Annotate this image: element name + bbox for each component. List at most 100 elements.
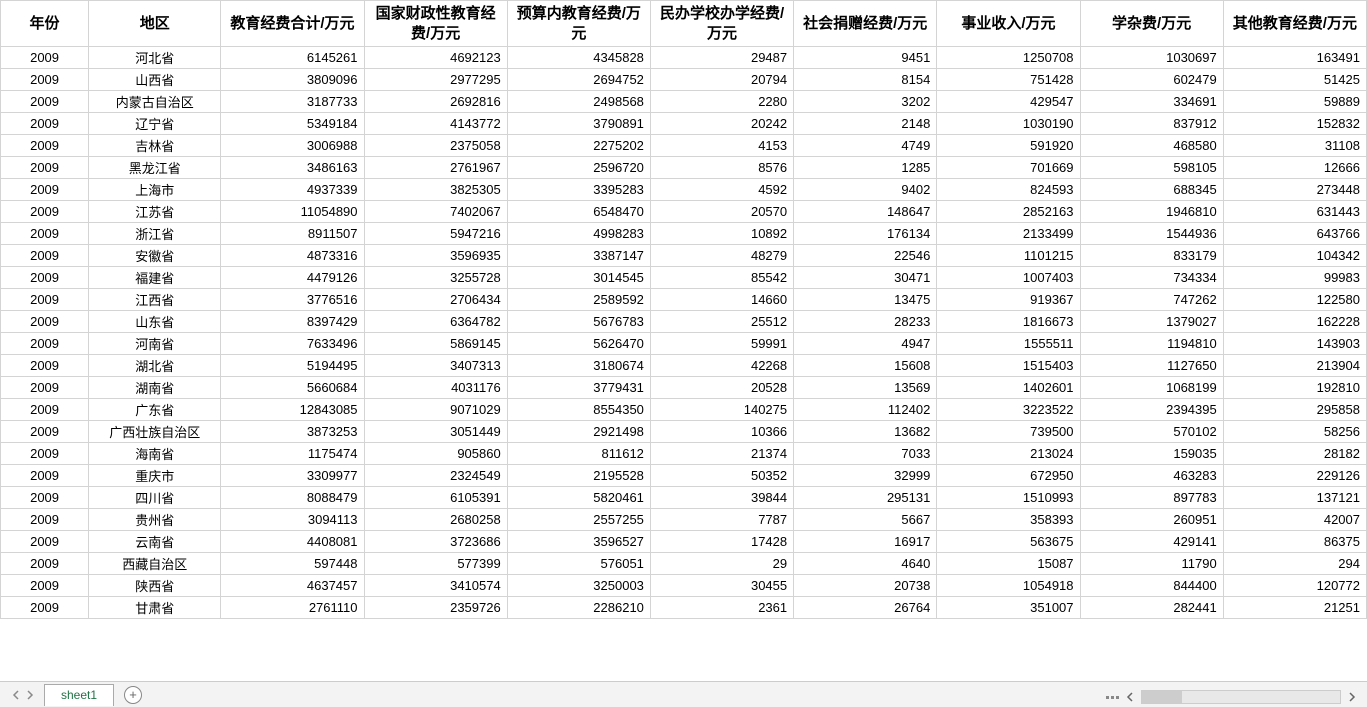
table-cell[interactable]: 4637457 (221, 575, 364, 597)
table-cell[interactable]: 黑龙江省 (89, 157, 221, 179)
table-cell[interactable]: 2009 (1, 179, 89, 201)
table-cell[interactable]: 2498568 (507, 91, 650, 113)
table-cell[interactable]: 20528 (650, 377, 793, 399)
sheet-nav-next-icon[interactable] (24, 689, 36, 701)
table-cell[interactable]: 河北省 (89, 47, 221, 69)
table-cell[interactable]: 3790891 (507, 113, 650, 135)
table-cell[interactable]: 13682 (794, 421, 937, 443)
table-cell[interactable]: 3187733 (221, 91, 364, 113)
table-cell[interactable]: 2852163 (937, 201, 1080, 223)
table-cell[interactable]: 海南省 (89, 443, 221, 465)
table-cell[interactable]: 51425 (1223, 69, 1366, 91)
table-cell[interactable]: 602479 (1080, 69, 1223, 91)
table-cell[interactable]: 4143772 (364, 113, 507, 135)
table-cell[interactable]: 120772 (1223, 575, 1366, 597)
table-cell[interactable]: 4873316 (221, 245, 364, 267)
table-cell[interactable]: 463283 (1080, 465, 1223, 487)
table-cell[interactable]: 7633496 (221, 333, 364, 355)
table-cell[interactable]: 833179 (1080, 245, 1223, 267)
table-cell[interactable]: 浙江省 (89, 223, 221, 245)
table-cell[interactable]: 122580 (1223, 289, 1366, 311)
table-header-cell[interactable]: 社会捐赠经费/万元 (794, 1, 937, 47)
table-cell[interactable]: 1175474 (221, 443, 364, 465)
table-cell[interactable]: 3387147 (507, 245, 650, 267)
table-cell[interactable]: 468580 (1080, 135, 1223, 157)
table-cell[interactable]: 1127650 (1080, 355, 1223, 377)
table-cell[interactable]: 1194810 (1080, 333, 1223, 355)
table-cell[interactable]: 2761110 (221, 597, 364, 619)
table-cell[interactable]: 844400 (1080, 575, 1223, 597)
table-cell[interactable]: 148647 (794, 201, 937, 223)
table-cell[interactable]: 42007 (1223, 509, 1366, 531)
table-cell[interactable]: 140275 (650, 399, 793, 421)
table-cell[interactable]: 3873253 (221, 421, 364, 443)
table-cell[interactable]: 5626470 (507, 333, 650, 355)
table-cell[interactable]: 1030697 (1080, 47, 1223, 69)
table-cell[interactable]: 20738 (794, 575, 937, 597)
table-cell[interactable]: 8154 (794, 69, 937, 91)
table-cell[interactable]: 3202 (794, 91, 937, 113)
table-cell[interactable]: 7402067 (364, 201, 507, 223)
table-cell[interactable]: 229126 (1223, 465, 1366, 487)
table-cell[interactable]: 213024 (937, 443, 1080, 465)
table-cell[interactable]: 1068199 (1080, 377, 1223, 399)
table-cell[interactable]: 3596527 (507, 531, 650, 553)
table-header-cell[interactable]: 教育经费合计/万元 (221, 1, 364, 47)
table-cell[interactable]: 1285 (794, 157, 937, 179)
table-cell[interactable]: 4998283 (507, 223, 650, 245)
table-cell[interactable]: 26764 (794, 597, 937, 619)
table-header-cell[interactable]: 学杂费/万元 (1080, 1, 1223, 47)
table-cell[interactable]: 15608 (794, 355, 937, 377)
table-cell[interactable]: 295131 (794, 487, 937, 509)
table-cell[interactable]: 192810 (1223, 377, 1366, 399)
table-cell[interactable]: 13475 (794, 289, 937, 311)
table-cell[interactable]: 32999 (794, 465, 937, 487)
table-cell[interactable]: 4408081 (221, 531, 364, 553)
table-cell[interactable]: 59991 (650, 333, 793, 355)
table-cell[interactable]: 29 (650, 553, 793, 575)
table-cell[interactable]: 12666 (1223, 157, 1366, 179)
table-cell[interactable]: 2009 (1, 465, 89, 487)
table-cell[interactable]: 江西省 (89, 289, 221, 311)
table-cell[interactable]: 3180674 (507, 355, 650, 377)
table-cell[interactable]: 1555511 (937, 333, 1080, 355)
table-cell[interactable]: 9451 (794, 47, 937, 69)
table-cell[interactable]: 2009 (1, 289, 89, 311)
table-cell[interactable]: 安徽省 (89, 245, 221, 267)
table-cell[interactable]: 2359726 (364, 597, 507, 619)
table-header-cell[interactable]: 国家财政性教育经费/万元 (364, 1, 507, 47)
table-cell[interactable]: 7787 (650, 509, 793, 531)
table-cell[interactable]: 2280 (650, 91, 793, 113)
table-cell[interactable]: 3825305 (364, 179, 507, 201)
table-cell[interactable]: 28233 (794, 311, 937, 333)
table-cell[interactable]: 2324549 (364, 465, 507, 487)
table-cell[interactable]: 751428 (937, 69, 1080, 91)
table-cell[interactable]: 2680258 (364, 509, 507, 531)
table-cell[interactable]: 8397429 (221, 311, 364, 333)
table-cell[interactable]: 4345828 (507, 47, 650, 69)
table-cell[interactable]: 5947216 (364, 223, 507, 245)
table-cell[interactable]: 13569 (794, 377, 937, 399)
table-cell[interactable]: 1379027 (1080, 311, 1223, 333)
table-cell[interactable]: 2009 (1, 113, 89, 135)
table-cell[interactable]: 137121 (1223, 487, 1366, 509)
table-cell[interactable]: 3776516 (221, 289, 364, 311)
table-cell[interactable]: 563675 (937, 531, 1080, 553)
table-cell[interactable]: 20242 (650, 113, 793, 135)
table-cell[interactable]: 2009 (1, 553, 89, 575)
table-cell[interactable]: 294 (1223, 553, 1366, 575)
table-cell[interactable]: 48279 (650, 245, 793, 267)
table-cell[interactable]: 江苏省 (89, 201, 221, 223)
table-cell[interactable]: 4031176 (364, 377, 507, 399)
table-cell[interactable]: 86375 (1223, 531, 1366, 553)
table-cell[interactable]: 2009 (1, 443, 89, 465)
table-cell[interactable]: 8576 (650, 157, 793, 179)
table-cell[interactable]: 2375058 (364, 135, 507, 157)
table-cell[interactable]: 20570 (650, 201, 793, 223)
table-cell[interactable]: 2557255 (507, 509, 650, 531)
table-cell[interactable]: 5820461 (507, 487, 650, 509)
table-cell[interactable]: 辽宁省 (89, 113, 221, 135)
table-cell[interactable]: 重庆市 (89, 465, 221, 487)
table-cell[interactable]: 10366 (650, 421, 793, 443)
table-cell[interactable]: 143903 (1223, 333, 1366, 355)
